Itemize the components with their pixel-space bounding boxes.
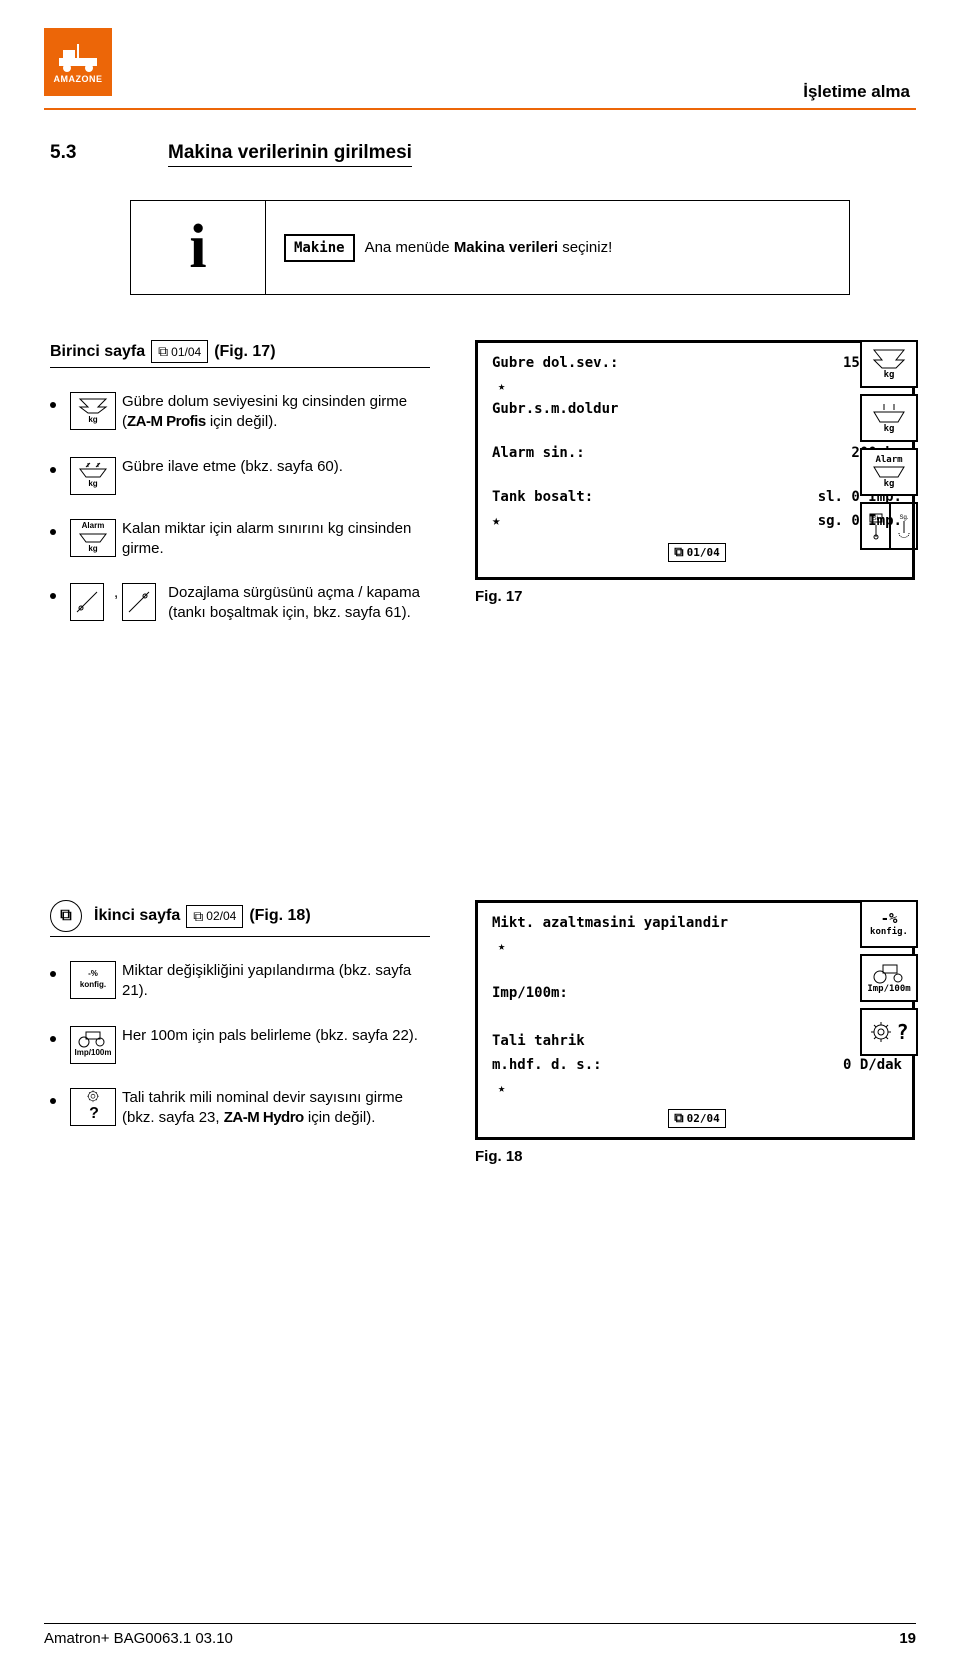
page-footer: Amatron+ BAG0063.1 03.10 19 [44, 1623, 916, 1647]
pct-konfig-icon[interactable]: -% konfig. [70, 961, 116, 999]
kg-funnel-icon[interactable]: kg [70, 392, 116, 430]
section-number: 5.3 [50, 142, 76, 164]
side-buttons-2: -% konfig. Imp/100m ? [860, 900, 918, 1056]
slide-right-icon[interactable] [122, 583, 156, 621]
side-gear-button[interactable]: ? [860, 1008, 918, 1056]
side-split-button[interactable]: Sl. Sg. [860, 502, 918, 550]
lcd-screen: Gubre dol.sev.:1568 kg ★ Gubr.s.m.doldur… [475, 340, 915, 580]
side-funnel-button[interactable]: kg [860, 340, 918, 388]
lcd-screen: Mikt. azaltmasini yapilandir ★ Imp/100m:… [475, 900, 915, 1140]
slide-left-icon[interactable] [70, 583, 104, 621]
info-callout: i Makine Ana menüde Makina verileri seçi… [130, 200, 850, 295]
page1-bullets: kg Gübre dolum seviyesini kg cinsinden g… [50, 392, 430, 624]
gear-q-icon[interactable]: ? [70, 1088, 116, 1126]
lcd1-panel: Gubre dol.sev.:1568 kg ★ Gubr.s.m.doldur… [475, 340, 915, 605]
logo-text: AMAZONE [54, 74, 103, 84]
footer-page-number: 19 [899, 1630, 916, 1647]
list-item: kg Gübre ilave etme (bkz. sayfa 60). [50, 457, 430, 495]
brand-logo: AMAZONE [44, 28, 112, 96]
list-item: -% konfig. Miktar değişikliğini yapıland… [50, 961, 430, 1002]
page1-label: Birinci sayfa ⧉01/04 (Fig. 17) [50, 340, 430, 368]
side-tractor-button[interactable]: Imp/100m [860, 954, 918, 1002]
list-item: Imp/100m Her 100m için pals belirleme (b… [50, 1026, 430, 1064]
info-icon: i [131, 201, 266, 294]
list-item: kg Gübre dolum seviyesini kg cinsinden g… [50, 392, 430, 433]
list-item: Alarm kg Kalan miktar için alarm sınırın… [50, 519, 430, 560]
page-nav-icon[interactable]: ⧉ [50, 900, 82, 932]
list-item: ? Tali tahrik mili nominal devir sayısın… [50, 1088, 430, 1129]
fig2-label: Fig. 18 [475, 1148, 915, 1165]
side-pct-button[interactable]: -% konfig. [860, 900, 918, 948]
section-title: Makina verilerinin girilmesi [168, 142, 412, 167]
page-indicator-button[interactable]: ⧉01/04 [151, 340, 208, 363]
page2-bullets: -% konfig. Miktar değişikliğini yapıland… [50, 961, 430, 1128]
lcd2-panel: Mikt. azaltmasini yapilandir ★ Imp/100m:… [475, 900, 915, 1165]
kg-fill-icon[interactable]: kg [70, 457, 116, 495]
page2-label: ⧉ İkinci sayfa ⧉02/04 (Fig. 18) [50, 900, 430, 937]
side-fill-button[interactable]: kg [860, 394, 918, 442]
svg-text:Sl.: Sl. [872, 516, 879, 522]
header-rule [44, 108, 916, 110]
alarm-kg-icon[interactable]: Alarm kg [70, 519, 116, 557]
info-text: Ana menüde Makina verileri seçiniz! [365, 239, 613, 256]
lcd-page-indicator: 02/04 [668, 1109, 725, 1128]
lcd-page-indicator: 01/04 [668, 543, 725, 562]
footer-left: Amatron+ BAG0063.1 03.10 [44, 1630, 233, 1647]
side-buttons-1: kg kg Alarm kg Sl. Sg. [860, 340, 918, 550]
page-indicator-button[interactable]: ⧉02/04 [186, 905, 243, 928]
page-header-right: İşletime alma [803, 82, 910, 102]
list-item: , Dozajlama sürgüsünü açma / kapama (tan… [50, 583, 430, 624]
fig1-label: Fig. 17 [475, 588, 915, 605]
makine-button[interactable]: Makine [284, 234, 355, 262]
side-alarm-button[interactable]: Alarm kg [860, 448, 918, 496]
svg-text:Sg.: Sg. [899, 515, 908, 521]
imp100-icon[interactable]: Imp/100m [70, 1026, 116, 1064]
